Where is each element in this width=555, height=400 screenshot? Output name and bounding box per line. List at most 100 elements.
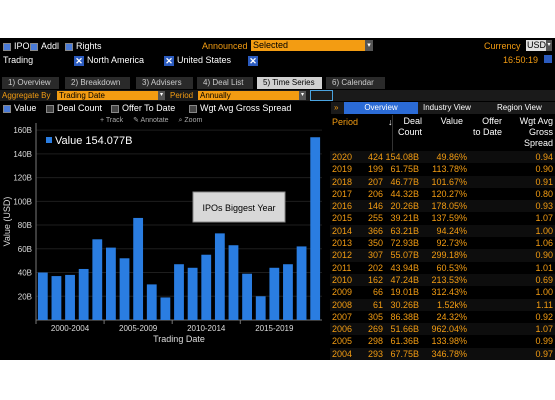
cell-period: 2004 [332, 348, 353, 359]
table-row[interactable]: 2005 298 61.36B 133.98% 0.99 [330, 335, 555, 347]
tab-overview[interactable]: 1) Overview [2, 77, 60, 89]
cell-value: 67.75B [390, 348, 419, 359]
value-toggle-label: Value [14, 103, 37, 113]
region-filter[interactable]: ✕ North America [74, 55, 144, 66]
cell-period: 2014 [332, 225, 353, 236]
currency-dropdown[interactable]: USD ▾ [526, 40, 552, 51]
bar-2019[interactable] [296, 246, 307, 320]
table-row[interactable]: 2010 162 47.24B 213.53% 0.69 [330, 273, 555, 287]
ipo-checkbox[interactable]: IPO [3, 41, 30, 51]
bar-2013[interactable] [214, 233, 225, 320]
zoom-tool[interactable]: ⌕ Zoom [178, 117, 203, 124]
bar-2001[interactable] [51, 276, 62, 320]
offer-toggle[interactable]: Offer To Date [111, 103, 175, 113]
aggregate-dropdown[interactable]: Trading Date ▾ [57, 91, 165, 100]
table-row[interactable]: 2015 255 39.21B 137.59% 1.07 [330, 212, 555, 224]
value-chart[interactable]: 20B 40B 60B 80B 100B 120B 140B 160B 2000-2004 200… [0, 115, 330, 360]
announced-dropdown[interactable]: Selected ▾ [251, 40, 373, 51]
col-offer[interactable]: Offer to Date [468, 116, 502, 138]
col-period[interactable]: Period [332, 117, 359, 127]
table-row[interactable]: 2019 199 61.75B 113.78% 0.90 [330, 163, 555, 175]
table-row[interactable]: 2018 207 46.77B 101.67% 0.91 [330, 175, 555, 188]
addl-checkbox[interactable]: Addl [30, 41, 59, 51]
country-filter[interactable]: ✕ United States [164, 55, 231, 66]
bar-2006[interactable] [119, 258, 130, 320]
tab-calendar[interactable]: 6) Calendar [326, 77, 386, 89]
period-dropdown[interactable]: Annually ▾ [198, 91, 306, 100]
cell-value: 63.21B [390, 225, 419, 236]
bar-2009[interactable] [160, 297, 171, 320]
track-tool[interactable]: + Track [100, 117, 124, 124]
bar-2016[interactable] [255, 296, 266, 320]
cell-offer: 92.73% [436, 238, 467, 249]
table-row[interactable]: 2016 146 20.26B 178.05% 0.93 [330, 200, 555, 213]
wgt-toggle[interactable]: Wgt Avg Gross Spread [189, 103, 291, 113]
table-row[interactable]: 2008 61 30.26B 1.52k% 1.11 [330, 298, 555, 311]
close-icon[interactable]: ✕ [248, 55, 258, 66]
col-wgt[interactable]: Wgt Avg Gross Spread [513, 116, 553, 149]
annotation-box[interactable] [192, 191, 286, 223]
table-row[interactable]: 2017 206 44.32B 120.27% 0.80 [330, 188, 555, 200]
tab-breakdown[interactable]: 2) Breakdown [65, 77, 131, 89]
cell-offer: 113.78% [432, 164, 467, 175]
checkbox-icon [30, 42, 38, 51]
right-tab-overview[interactable]: Overview [344, 102, 418, 114]
right-tab-industry[interactable]: Industry View [423, 103, 471, 112]
cell-wgt: 0.90 [535, 164, 553, 175]
close-icon[interactable]: ✕ [74, 55, 84, 66]
cell-count: 366 [367, 225, 383, 236]
table-row[interactable]: 2007 305 86.38B 24.32% 0.92 [330, 311, 555, 323]
cell-value: 61.36B [390, 336, 419, 347]
bar-2018[interactable] [283, 264, 293, 320]
bar-2004[interactable] [92, 239, 103, 320]
filter-add[interactable]: ✕ [248, 55, 261, 66]
value-toggle[interactable]: Value [3, 103, 36, 113]
bar-2020[interactable] [310, 137, 321, 320]
deal-count-toggle[interactable]: Deal Count [46, 103, 102, 113]
chart-panel: + Track ✎ Annotate ⌕ Zoom 20B 40B 60B 80B 10… [0, 115, 330, 360]
cell-wgt: 1.07 [535, 213, 553, 224]
cell-value: 39.21B [390, 213, 419, 224]
cell-offer: 299.18% [431, 250, 467, 261]
tab-advisers[interactable]: 3) Advisers [136, 77, 194, 89]
rights-checkbox[interactable]: Rights [65, 41, 102, 51]
annotate-tool[interactable]: ✎ Annotate [133, 117, 169, 124]
header-line: Offer [482, 116, 502, 126]
close-icon[interactable]: ✕ [164, 55, 174, 66]
col-value[interactable]: Value [440, 116, 463, 126]
bar-2011[interactable] [187, 267, 198, 320]
cell-wgt: 0.91 [535, 176, 553, 187]
bar-2003[interactable] [78, 268, 89, 320]
tab-time-series[interactable]: 5) Time Series [257, 77, 323, 89]
table-row[interactable]: 2013 350 72.93B 92.73% 1.06 [330, 237, 555, 249]
table-row[interactable]: 2004 293 67.75B 346.78% 0.97 [330, 347, 555, 360]
bar-2017[interactable] [269, 267, 280, 320]
header-line: Spread [523, 138, 553, 148]
bar-2005[interactable] [106, 247, 116, 320]
table-row[interactable]: 2006 269 51.66B 962.04% 1.07 [330, 323, 555, 336]
sort-icon[interactable]: ↓ [388, 117, 393, 127]
bar-2012[interactable] [201, 254, 212, 320]
expand-icon[interactable]: » [334, 103, 339, 112]
bar-2010[interactable] [174, 264, 184, 320]
refresh-icon[interactable] [544, 55, 552, 63]
zoom-label: Zoom [184, 117, 203, 124]
tab-deal-list[interactable]: 4) Deal List [197, 77, 254, 89]
cell-period: 2012 [332, 250, 353, 261]
table-row[interactable]: 2011 202 43.94B 60.53% 1.01 [330, 262, 555, 274]
y-axis-label: Value (USD) [2, 197, 12, 247]
chart-toolbar: + Track ✎ Annotate ⌕ Zoom [100, 116, 202, 125]
table-row[interactable]: 2014 366 63.21B 94.24% 1.00 [330, 224, 555, 238]
bar-2002[interactable] [65, 274, 75, 320]
bar-2008[interactable] [146, 284, 157, 320]
tab-bar: 1) Overview 2) Breakdown 3) Advisers 4) … [0, 77, 555, 89]
table-row[interactable]: 2020 424 154.08B 49.86% 0.94 [330, 151, 555, 164]
bar-2000[interactable] [37, 272, 48, 320]
table-row[interactable]: 2012 307 55.07B 299.18% 0.90 [330, 249, 555, 262]
table-row[interactable]: 2009 66 19.01B 312.43% 1.00 [330, 286, 555, 298]
right-tab-region[interactable]: Region View [497, 103, 542, 112]
bar-2015[interactable] [242, 273, 252, 320]
col-deal-count[interactable]: Deal Count [396, 116, 422, 138]
bar-2014[interactable] [228, 245, 239, 320]
bar-2007[interactable] [133, 217, 144, 320]
